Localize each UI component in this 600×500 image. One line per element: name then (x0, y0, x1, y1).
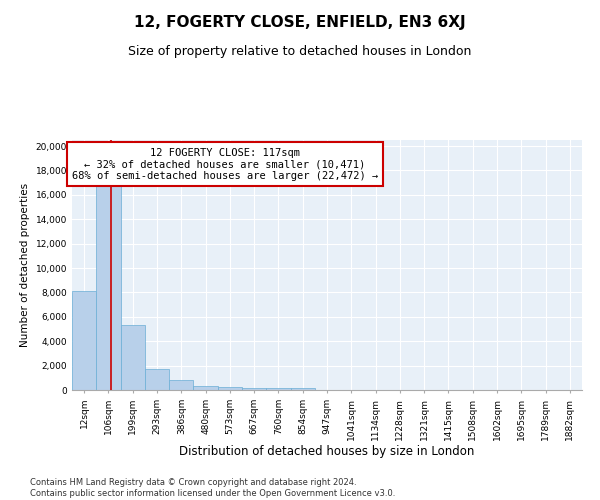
Bar (145, 368, 169, 390)
Y-axis label: Number of detached properties: Number of detached properties (20, 183, 30, 347)
X-axis label: Distribution of detached houses by size in London: Distribution of detached houses by size … (179, 446, 475, 458)
Bar (242, 388, 266, 390)
Bar (290, 388, 315, 390)
Text: 12, FOGERTY CLOSE, ENFIELD, EN3 6XJ: 12, FOGERTY CLOSE, ENFIELD, EN3 6XJ (134, 15, 466, 30)
Bar (169, 380, 193, 390)
Text: 12 FOGERTY CLOSE: 117sqm
← 32% of detached houses are smaller (10,471)
68% of se: 12 FOGERTY CLOSE: 117sqm ← 32% of detach… (72, 148, 378, 180)
Bar (193, 386, 218, 390)
Bar (72, 291, 96, 390)
Text: Contains HM Land Registry data © Crown copyright and database right 2024.
Contai: Contains HM Land Registry data © Crown c… (30, 478, 395, 498)
Text: Size of property relative to detached houses in London: Size of property relative to detached ho… (128, 45, 472, 58)
Bar (266, 388, 290, 390)
Bar (121, 326, 145, 390)
Bar (96, 186, 121, 390)
Bar (218, 386, 242, 390)
